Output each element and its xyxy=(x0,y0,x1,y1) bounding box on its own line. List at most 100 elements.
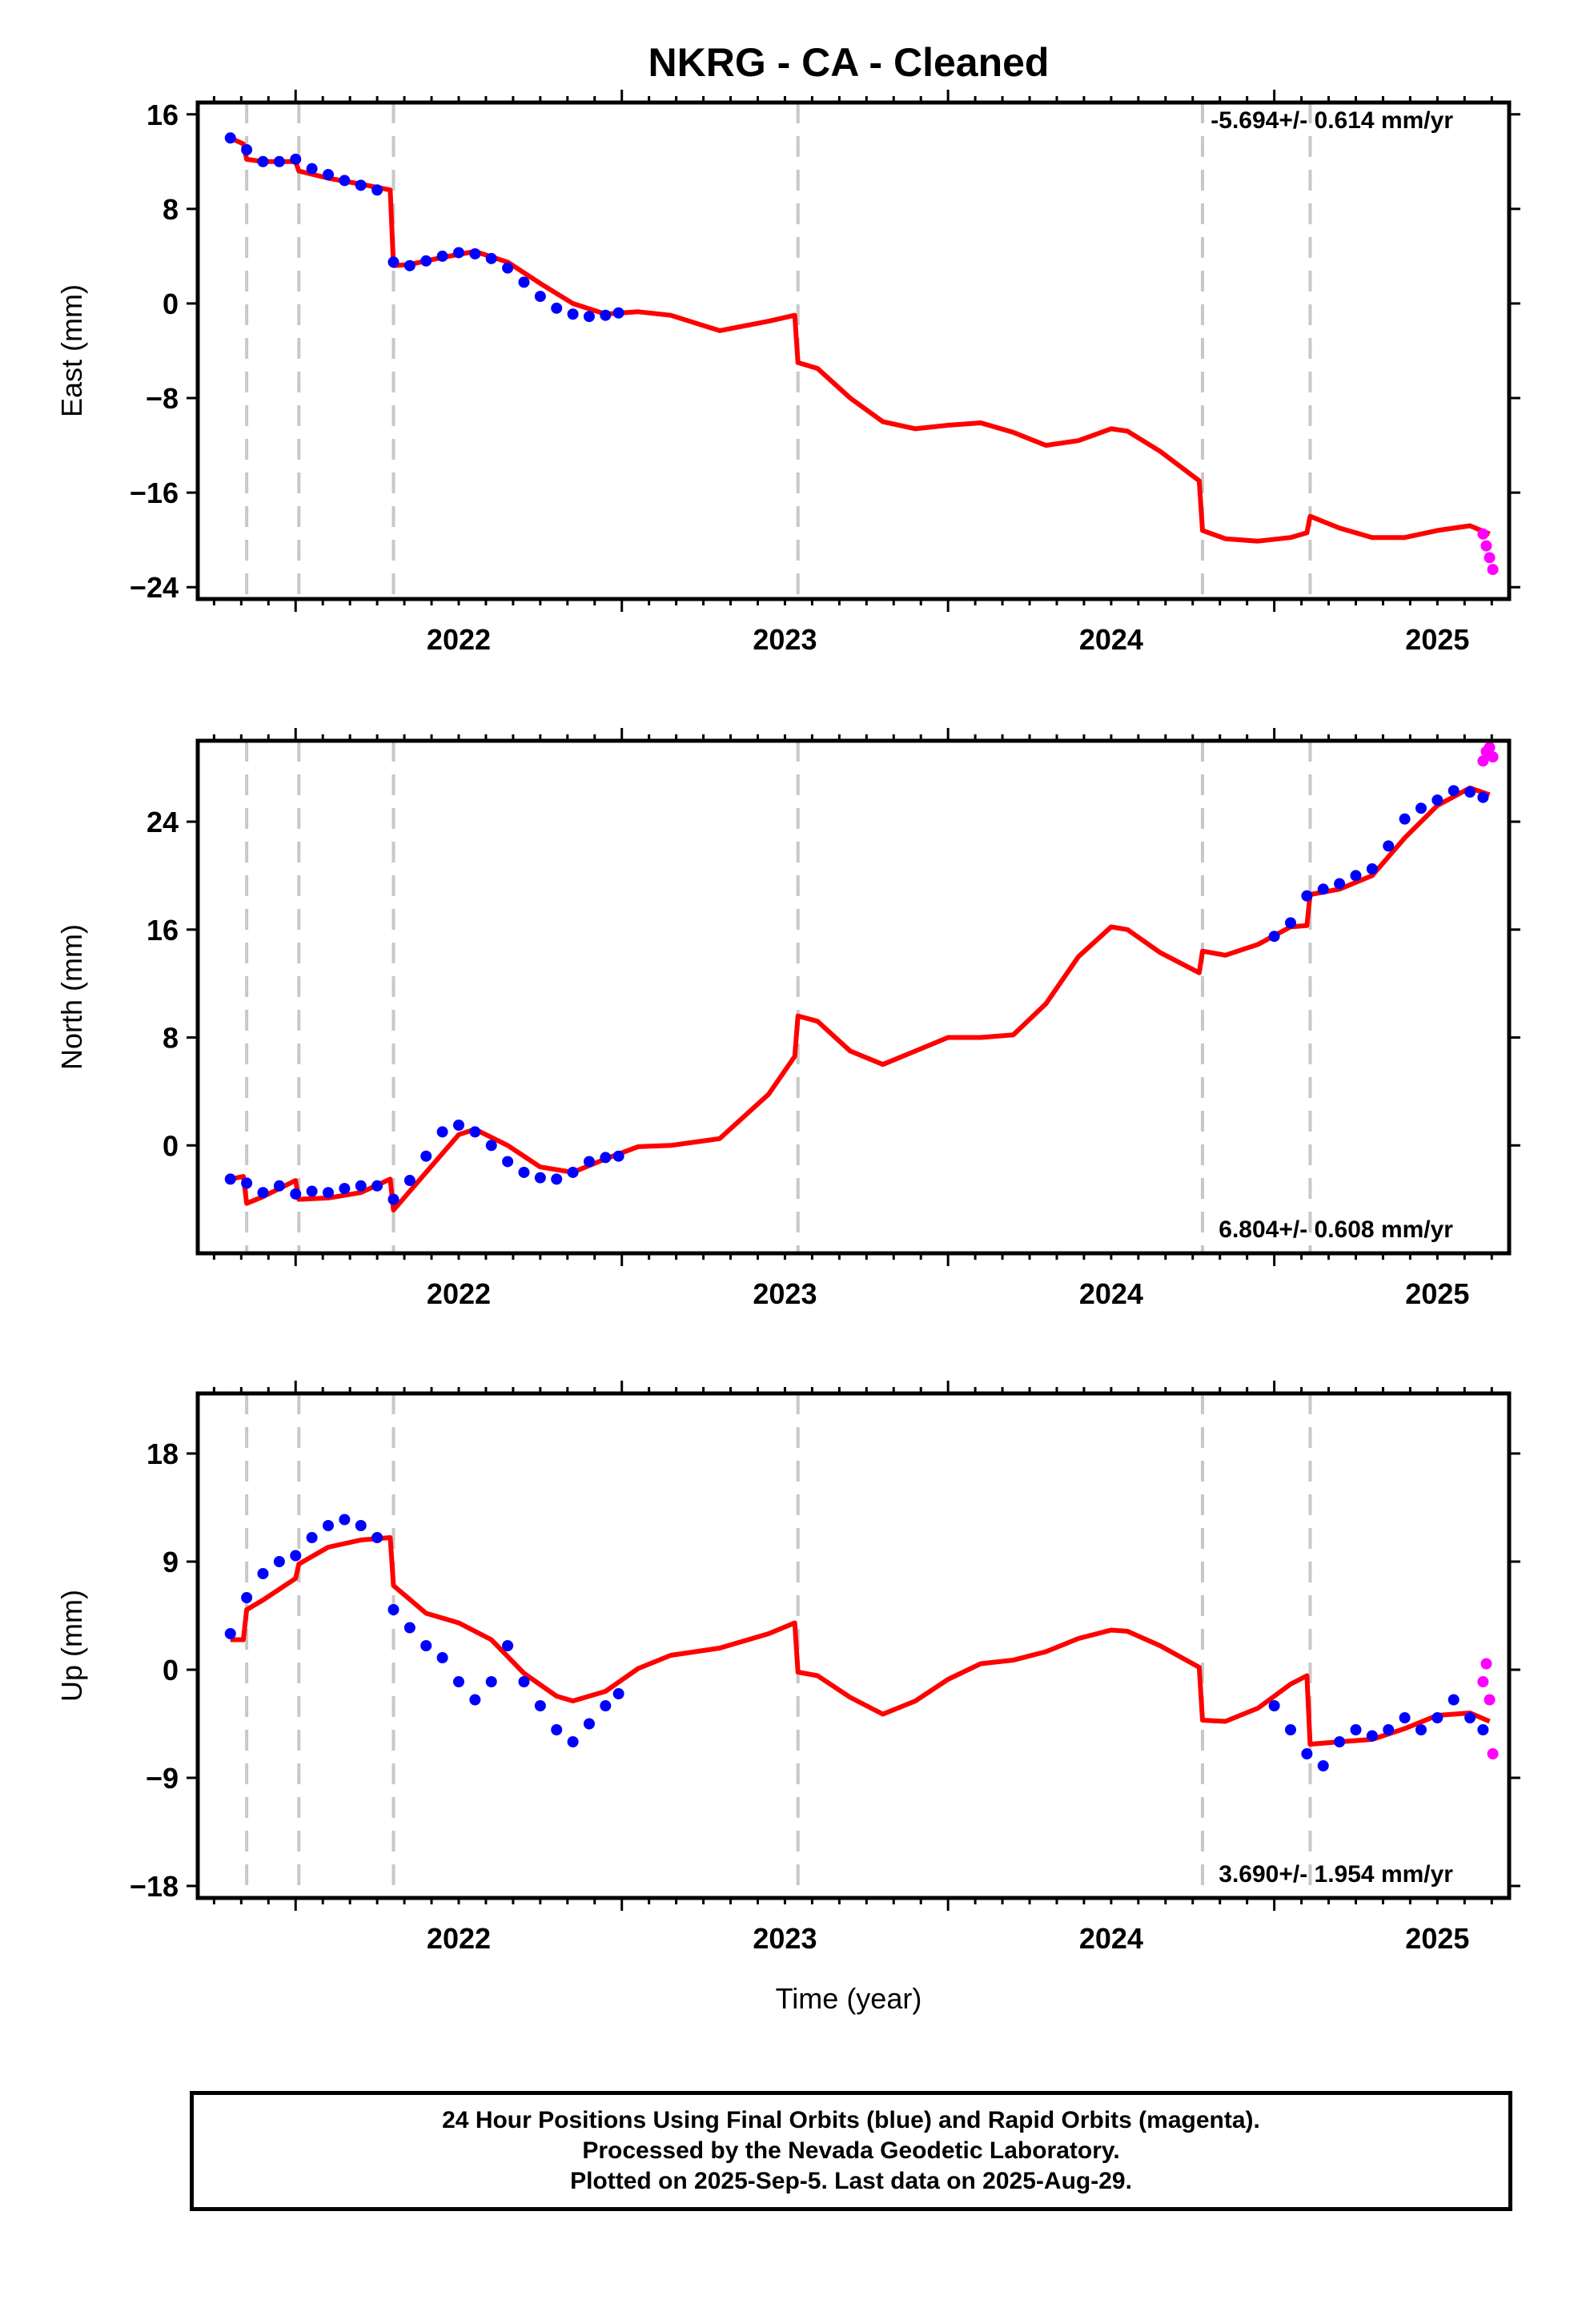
final-orbit-point xyxy=(1431,794,1443,806)
final-orbit-point xyxy=(518,1676,530,1687)
final-orbit-point xyxy=(1383,840,1395,852)
final-orbit-point xyxy=(1317,883,1329,895)
final-orbit-point xyxy=(241,144,253,156)
final-orbit-point xyxy=(1366,1730,1378,1742)
final-orbit-point xyxy=(290,1188,302,1200)
y-tick-label: 24 xyxy=(147,806,179,838)
rapid-orbit-point xyxy=(1484,552,1496,564)
y-axis-label: East (mm) xyxy=(55,284,88,417)
final-orbit-point xyxy=(485,1676,497,1687)
final-orbit-point xyxy=(583,1718,595,1730)
final-orbit-point xyxy=(534,1700,546,1711)
y-tick-label: −16 xyxy=(130,476,179,509)
rate-label: -5.694+/- 0.614 mm/yr xyxy=(1211,107,1453,134)
footer-line-orbits: 24 Hour Positions Using Final Orbits (bl… xyxy=(442,2107,1260,2133)
panel-east: 16 8 0 −8 −16 −24 2022 2023 2024 2025 East (mm) -5.… xyxy=(55,90,1520,656)
final-orbit-point xyxy=(290,1550,302,1562)
final-orbit-point xyxy=(339,1514,351,1526)
y-tick-label: −24 xyxy=(130,571,179,604)
y-tick-label: 0 xyxy=(163,287,179,320)
y-axis-label: Up (mm) xyxy=(55,1590,88,1702)
final-orbit-point xyxy=(355,1520,367,1531)
final-orbit-point xyxy=(322,1187,334,1199)
final-orbit-point xyxy=(224,1628,236,1639)
chart-panels: 16 8 0 −8 −16 −24 2022 2023 2024 2025 East (mm) -5.… xyxy=(55,90,1520,1955)
final-orbit-point xyxy=(273,1556,285,1567)
final-orbit-point xyxy=(1334,1736,1346,1747)
y-tick-label: 16 xyxy=(147,914,179,947)
final-orbit-point xyxy=(551,302,563,314)
y-tick-label: 0 xyxy=(163,1654,179,1687)
final-orbit-point xyxy=(387,1193,400,1205)
final-orbit-point xyxy=(518,1166,530,1178)
final-orbit-point xyxy=(322,169,334,181)
final-orbit-point xyxy=(469,1694,481,1706)
final-orbit-point xyxy=(1447,785,1460,797)
final-orbit-point xyxy=(600,1152,612,1164)
final-orbit-point xyxy=(469,1126,481,1138)
final-orbit-point xyxy=(1268,1700,1280,1711)
plot-frame xyxy=(195,738,1512,1256)
x-tick-label: 2022 xyxy=(427,623,491,656)
rapid-orbit-point xyxy=(1487,564,1499,576)
final-orbit-point xyxy=(485,252,497,264)
final-orbit-point xyxy=(534,291,546,303)
final-orbit-point xyxy=(257,1187,269,1199)
final-orbit-point xyxy=(436,1652,448,1663)
final-orbit-point xyxy=(241,1592,253,1603)
rapid-orbit-point xyxy=(1484,742,1496,754)
final-orbit-point xyxy=(224,132,236,144)
final-orbit-point xyxy=(420,1150,432,1162)
y-axis-label: North (mm) xyxy=(55,924,88,1070)
final-orbit-point xyxy=(518,276,530,288)
final-orbit-point xyxy=(273,1180,285,1192)
final-orbit-point xyxy=(436,1126,448,1138)
final-orbit-point xyxy=(306,1532,318,1543)
model-curve xyxy=(229,135,1491,544)
final-orbit-point xyxy=(1415,802,1427,814)
final-orbit-point xyxy=(1350,1724,1362,1735)
final-orbit-point xyxy=(290,153,302,165)
rapid-orbit-point xyxy=(1480,1658,1492,1670)
x-axis-label: Time (year) xyxy=(776,1982,922,2015)
x-tick-label: 2023 xyxy=(753,1277,817,1310)
final-orbit-point xyxy=(1399,1712,1411,1723)
final-orbit-point xyxy=(1477,791,1489,803)
final-orbit-point xyxy=(485,1140,497,1152)
plot-frame xyxy=(195,1391,1512,1900)
footer-line-plotted: Plotted on 2025-Sep-5. Last data on 2025… xyxy=(570,2168,1132,2194)
final-orbit-point xyxy=(404,1622,416,1634)
final-orbit-point xyxy=(1431,1712,1443,1723)
final-orbit-point xyxy=(1285,1724,1296,1735)
final-orbit-point xyxy=(452,1676,464,1687)
final-orbit-point xyxy=(1477,1724,1489,1735)
final-orbit-point xyxy=(1317,1760,1329,1771)
final-orbit-point xyxy=(436,250,448,262)
x-tick-label: 2023 xyxy=(753,1922,817,1955)
final-orbit-point xyxy=(371,1532,383,1543)
final-orbit-point xyxy=(404,259,416,271)
final-orbit-point xyxy=(1464,1712,1476,1723)
final-orbit-point xyxy=(583,1156,595,1168)
final-orbit-point xyxy=(502,262,514,274)
final-orbit-point xyxy=(612,1150,624,1162)
panel-north: 24 16 8 0 2022 2023 2024 2025 North (mm) 6.804+/-… xyxy=(55,728,1520,1310)
rapid-orbit-point xyxy=(1477,528,1489,540)
final-orbit-point xyxy=(273,155,285,167)
rate-label: 3.690+/- 1.954 mm/yr xyxy=(1219,1861,1453,1888)
x-tick-label: 2022 xyxy=(427,1277,491,1310)
final-orbit-point xyxy=(612,307,624,319)
final-orbit-point xyxy=(1415,1724,1427,1735)
final-orbit-point xyxy=(502,1156,514,1168)
y-tick-label: 18 xyxy=(147,1437,179,1470)
final-orbit-point xyxy=(551,1173,563,1185)
x-tick-label: 2024 xyxy=(1079,623,1143,656)
final-orbit-point xyxy=(306,1185,318,1197)
rapid-orbit-point xyxy=(1487,1748,1499,1759)
model-curve xyxy=(230,785,1491,1213)
final-orbit-point xyxy=(583,311,595,323)
rapid-orbit-point xyxy=(1477,755,1489,767)
final-orbit-point xyxy=(534,1172,546,1184)
final-orbit-point xyxy=(387,1604,400,1615)
final-orbit-point xyxy=(371,184,383,196)
